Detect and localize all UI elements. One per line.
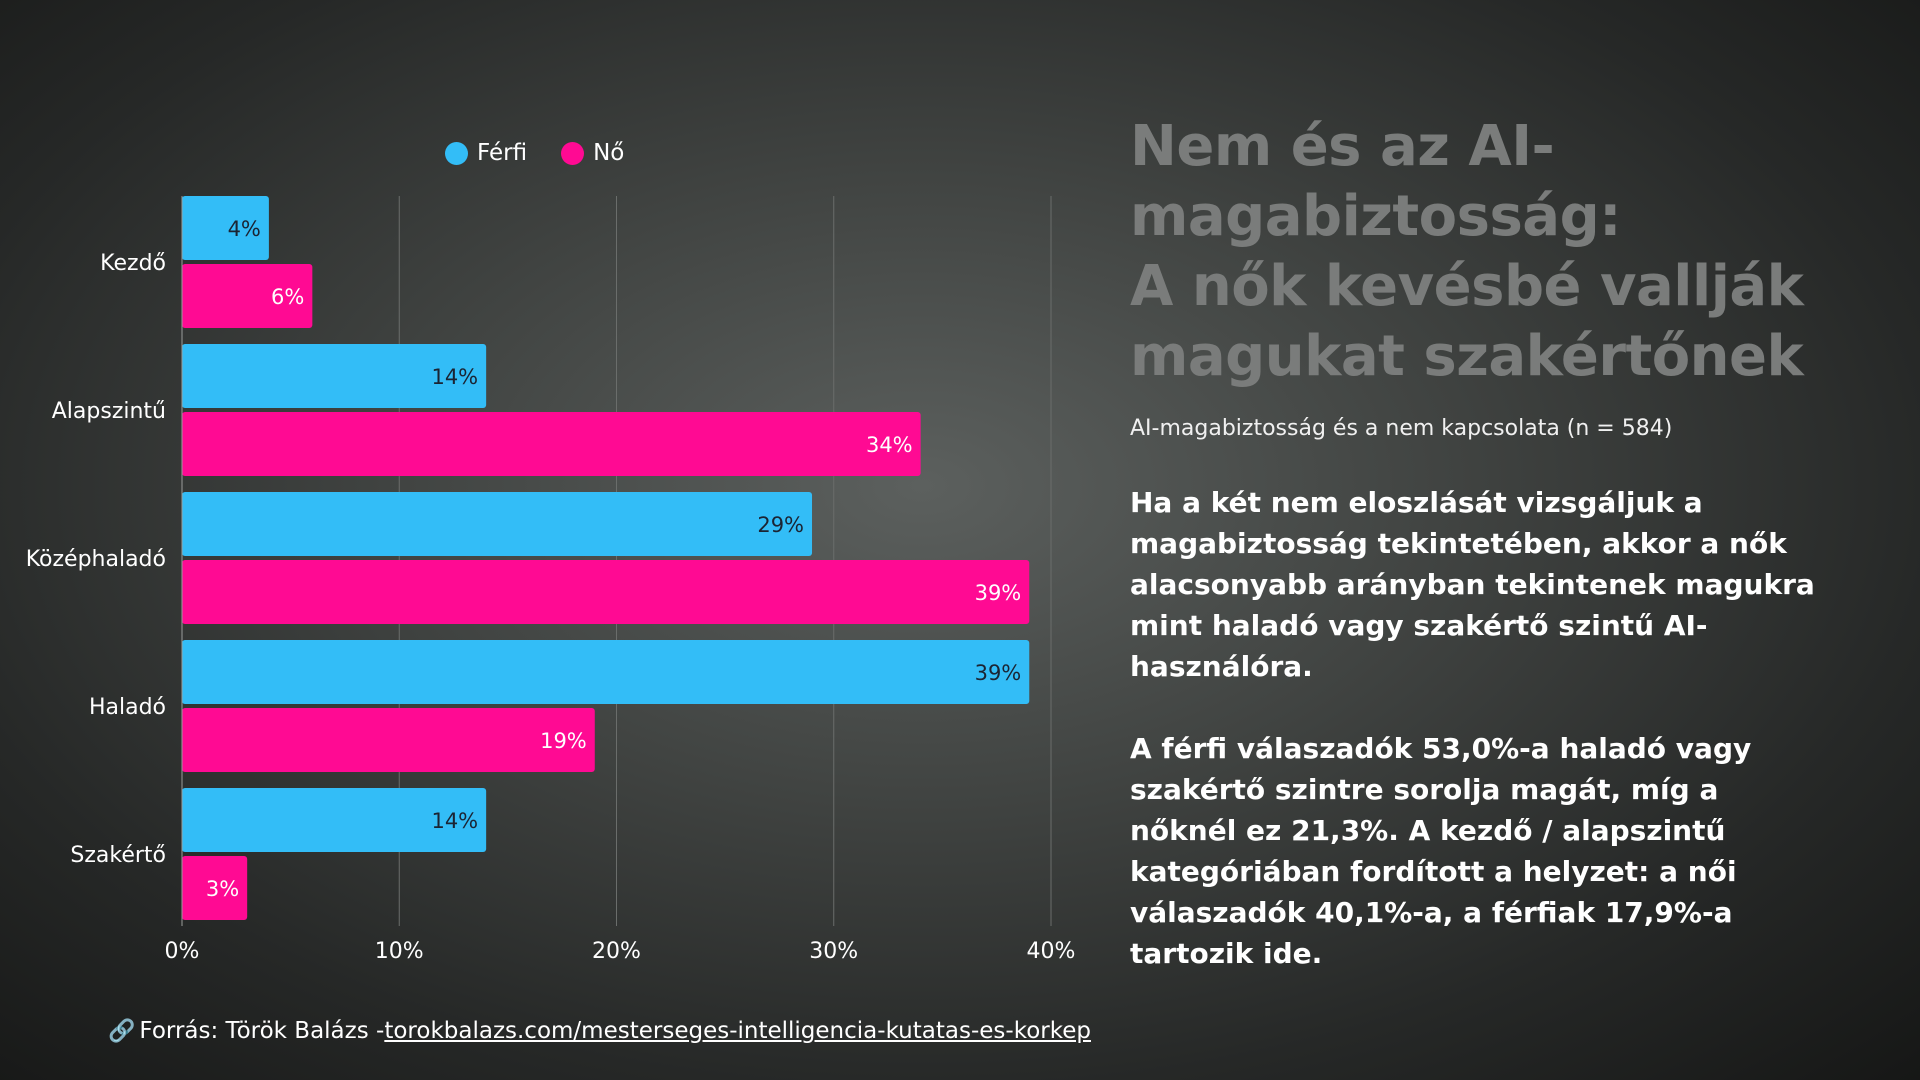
title-line: magukat szakértőnek [1130, 324, 1804, 389]
data-label: 39% [975, 661, 1022, 685]
category-label: Szakértő [70, 843, 166, 868]
data-label: 34% [866, 433, 913, 457]
x-tick-label: 40% [1027, 939, 1076, 964]
chart-canvas: 4% 6% Kezdő 14% 34% Alapszintű 29% 39% Középhala… [26, 196, 1076, 964]
title-line: Nem és az AI- [1130, 114, 1555, 179]
bar-no [182, 560, 1030, 624]
page-title: Nem és az AI- magabiztosság: A nők kevés… [1130, 112, 1890, 392]
x-tick-label: 0% [165, 939, 200, 964]
x-tick-label: 10% [375, 939, 424, 964]
bar-ferfi [182, 196, 269, 260]
chart-legend: Férfi Nő [445, 140, 624, 166]
data-label: 14% [431, 365, 478, 389]
bar-no [182, 708, 595, 772]
x-tick-label: 30% [809, 939, 858, 964]
category-label: Kezdő [100, 251, 166, 276]
summary-paragraph-2: A férfi válaszadók 53,0%-a haladó vagy s… [1130, 732, 1752, 970]
category-label: Haladó [89, 695, 166, 720]
data-label: 3% [206, 877, 239, 901]
legend-dot-ferfi [445, 141, 468, 165]
legend-dot-no [561, 141, 585, 165]
legend-label-ferfi: Férfi [477, 140, 528, 166]
bar-no [182, 412, 921, 476]
data-label: 39% [975, 581, 1022, 605]
chart-subtitle: AI-magabiztosság és a nem kapcsolata (n … [1130, 416, 1673, 441]
title-line: A nők kevésbé vallják [1130, 254, 1804, 319]
bar-no [182, 264, 313, 328]
legend-label-no: Nő [593, 140, 625, 166]
legend-item-no: Nő [561, 140, 624, 166]
source-link[interactable]: torokbalazs.com/mesterseges-intelligenci… [384, 1018, 1091, 1044]
source-line: 🔗 Forrás: Török Balázs - torokbalazs.com… [108, 1018, 1091, 1044]
data-label: 4% [228, 217, 261, 241]
category-label: Középhaladó [26, 547, 166, 572]
link-icon: 🔗 [108, 1018, 136, 1044]
summary-paragraph-1: Ha a két nem eloszlását vizsgáljuk a mag… [1130, 486, 1815, 683]
data-label: 29% [757, 513, 804, 537]
source-prefix: Forrás: Török Balázs - [139, 1018, 385, 1044]
bar-ferfi [182, 492, 813, 556]
bar-chart: Férfi Nő 4% 6% Kezdő 14% 34% Alapszintű 29% 39%… [26, 140, 1076, 964]
legend-item-ferfi: Férfi [445, 140, 527, 166]
data-label: 19% [540, 729, 587, 753]
x-tick-label: 20% [592, 939, 641, 964]
bar-ferfi [182, 788, 487, 852]
bar-ferfi [182, 344, 487, 408]
data-label: 6% [271, 285, 304, 309]
bar-no [182, 856, 248, 920]
title-line: magabiztosság: [1130, 184, 1622, 249]
bar-ferfi [182, 640, 1030, 704]
category-label: Alapszintű [52, 399, 166, 424]
data-label: 14% [431, 809, 478, 833]
